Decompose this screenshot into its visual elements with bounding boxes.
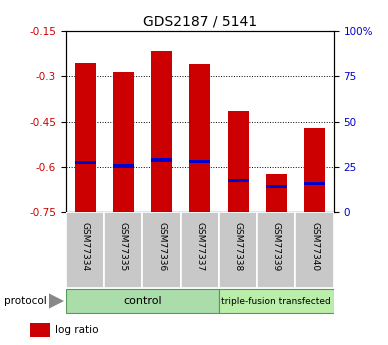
FancyBboxPatch shape bbox=[219, 212, 257, 288]
FancyBboxPatch shape bbox=[181, 212, 219, 288]
Bar bbox=[30, 323, 50, 337]
Text: GSM77335: GSM77335 bbox=[119, 222, 128, 271]
Polygon shape bbox=[48, 293, 64, 309]
FancyBboxPatch shape bbox=[66, 289, 219, 313]
Text: GSM77337: GSM77337 bbox=[195, 222, 204, 271]
FancyBboxPatch shape bbox=[66, 212, 104, 288]
Text: control: control bbox=[123, 296, 162, 306]
Bar bbox=[151, 158, 172, 162]
Bar bbox=[151, 51, 172, 212]
Text: GSM77338: GSM77338 bbox=[234, 222, 242, 271]
Bar bbox=[189, 160, 210, 163]
FancyBboxPatch shape bbox=[142, 212, 181, 288]
Bar bbox=[304, 182, 325, 185]
Text: GSM77336: GSM77336 bbox=[157, 222, 166, 271]
FancyBboxPatch shape bbox=[219, 289, 334, 313]
FancyBboxPatch shape bbox=[295, 212, 334, 288]
Bar bbox=[113, 164, 134, 168]
Text: GSM77340: GSM77340 bbox=[310, 222, 319, 271]
Text: GSM77339: GSM77339 bbox=[272, 222, 281, 271]
Text: GSM77334: GSM77334 bbox=[81, 222, 90, 271]
Bar bbox=[189, 64, 210, 212]
Bar bbox=[227, 179, 249, 182]
Bar bbox=[266, 185, 287, 188]
Bar bbox=[74, 160, 95, 164]
Bar bbox=[266, 175, 287, 212]
Bar bbox=[227, 111, 249, 212]
Text: triple-fusion transfected: triple-fusion transfected bbox=[222, 296, 331, 306]
Bar bbox=[74, 63, 95, 212]
Bar bbox=[304, 128, 325, 212]
Title: GDS2187 / 5141: GDS2187 / 5141 bbox=[143, 14, 257, 29]
FancyBboxPatch shape bbox=[104, 212, 142, 288]
Bar bbox=[113, 72, 134, 212]
Text: log ratio: log ratio bbox=[55, 325, 99, 335]
Text: protocol: protocol bbox=[4, 296, 47, 306]
FancyBboxPatch shape bbox=[257, 212, 295, 288]
